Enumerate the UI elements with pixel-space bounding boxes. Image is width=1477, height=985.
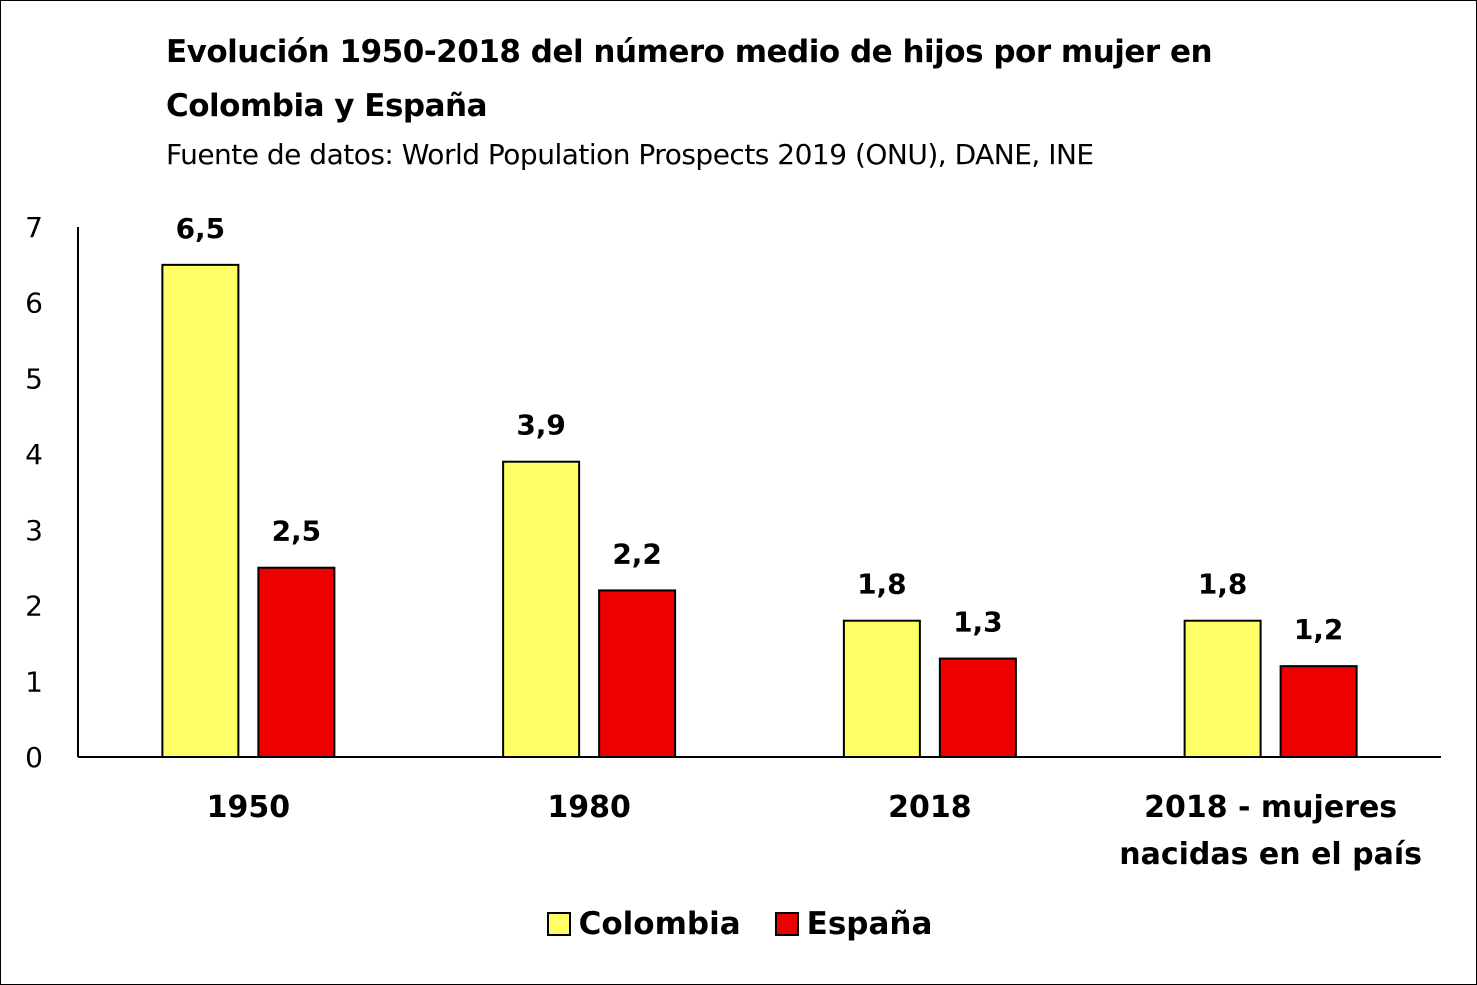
x-tick-label: nacidas en el país (1119, 837, 1422, 872)
y-tick-label: 3 (25, 514, 43, 547)
y-tick-label: 7 (25, 211, 43, 244)
data-label: 1,2 (1294, 613, 1344, 646)
y-tick-label: 1 (25, 665, 43, 698)
bar-espana (938, 657, 1017, 758)
y-tick-label: 0 (25, 741, 43, 774)
chart-title-line-2: Colombia y España (166, 88, 488, 124)
data-label: 1,3 (953, 606, 1003, 639)
chart-title-line-1: Evolución 1950-2018 del número medio de … (166, 34, 1213, 70)
bar-colombia (161, 263, 240, 758)
legend-label-espana: España (806, 906, 933, 942)
legend-swatch-colombia (546, 912, 571, 936)
y-tick-label: 5 (25, 362, 43, 395)
x-tick-label: 2018 (888, 790, 972, 825)
y-tick-label: 4 (25, 438, 43, 471)
x-tick-label: 1980 (547, 790, 631, 825)
data-label: 6,5 (176, 212, 226, 245)
y-tick-label: 2 (25, 590, 43, 623)
y-tick-label: 6 (25, 287, 43, 320)
x-tick-label: 2018 - mujeres (1144, 790, 1397, 825)
data-label: 2,2 (612, 537, 662, 570)
bar-espana (257, 566, 336, 759)
legend-item-espana: España (774, 906, 933, 942)
bar-colombia (1183, 619, 1262, 759)
chart-legend: Colombia España (1, 906, 1477, 942)
data-label: 1,8 (1198, 568, 1248, 601)
data-label: 2,5 (272, 515, 322, 548)
bar-colombia (502, 460, 581, 758)
data-label: 3,9 (516, 409, 566, 442)
legend-label-colombia: Colombia (578, 906, 741, 942)
x-tick-label: 1950 (207, 790, 291, 825)
legend-swatch-espana (774, 912, 799, 936)
bar-colombia (842, 619, 921, 759)
bar-espana (1279, 665, 1358, 759)
data-label: 1,8 (857, 568, 907, 601)
chart-subtitle: Fuente de datos: World Population Prospe… (166, 138, 1094, 171)
bar-chart-plot: 0 1 2 3 4 5 6 7 6,5 2,5 1950 3,9 2,2 1980 1,8 1,3 2018 1,… (25, 211, 1441, 872)
legend-item-colombia: Colombia (546, 906, 741, 942)
bar-espana (598, 589, 677, 759)
